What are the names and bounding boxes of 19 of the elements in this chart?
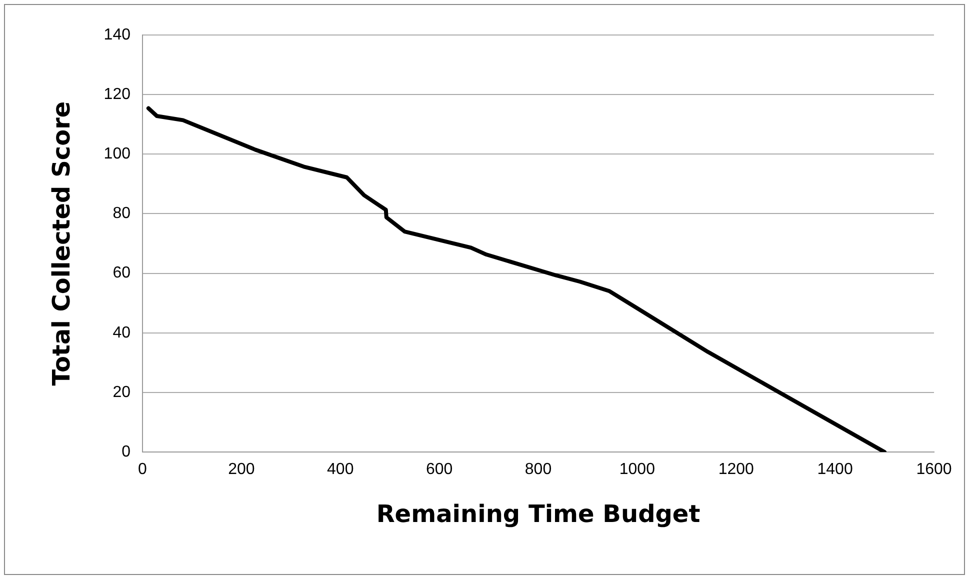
x-tick-label: 1200: [718, 461, 754, 478]
y-tick-label: 0: [122, 443, 131, 460]
x-tick-label: 0: [138, 461, 148, 478]
y-tick-label: 80: [112, 205, 131, 222]
x-tick-label: 800: [524, 461, 552, 478]
y-tick-label: 40: [112, 324, 131, 342]
x-tick-label: 1600: [916, 461, 952, 478]
x-tick-label: 1400: [817, 461, 853, 478]
y-tick-label: 20: [112, 384, 131, 401]
x-axis-title: Remaining Time Budget: [376, 500, 700, 528]
y-tick-label: 100: [104, 146, 131, 163]
x-tick-label: 400: [327, 461, 354, 478]
x-tick-label: 1000: [619, 461, 656, 478]
y-axis-title: Total Collected Score: [48, 101, 76, 386]
x-tick-label: 200: [228, 461, 255, 478]
x-tick-label: 600: [426, 461, 453, 478]
y-tick-label: 140: [104, 26, 131, 44]
y-tick-label: 60: [112, 264, 131, 282]
y-tick-label: 120: [104, 86, 131, 103]
